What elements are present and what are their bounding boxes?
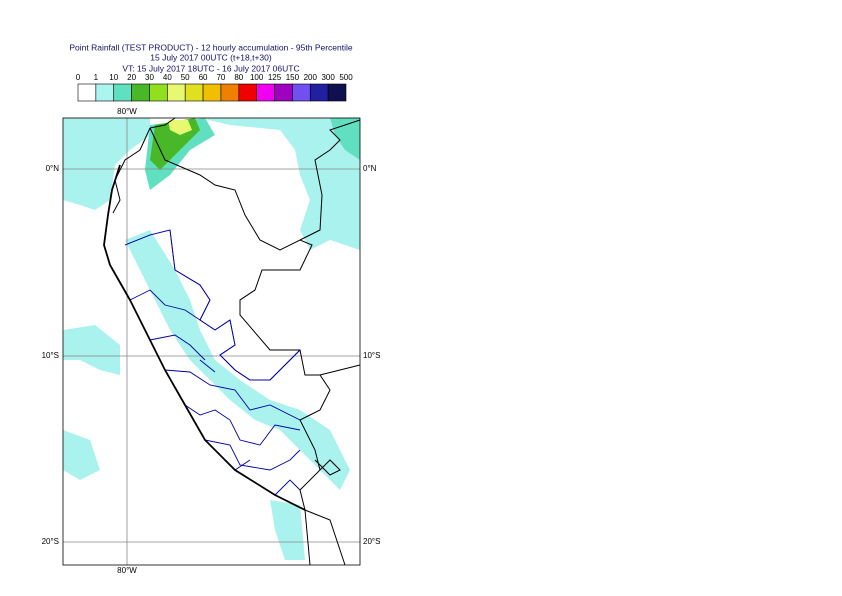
legend-swatch [167,83,186,102]
legend-label: 80 [234,73,243,82]
legend: 0 1 10 20 30 40 50 60 70 80 100 125 150 200 300 500 [76,73,353,102]
legend-label: 300 [321,73,335,82]
legend-label: 200 [304,73,318,82]
legend-swatch [309,83,329,102]
legend-swatch [238,83,257,102]
title: Point Rainfall (TEST PRODUCT) - 12 hourl… [69,42,353,52]
lat-label: 0°N [363,164,377,173]
legend-label: 50 [181,73,190,82]
lon-label: 80°W [117,566,137,575]
legend-label: 125 [268,73,282,82]
lat-label: 10°S [363,351,380,360]
legend-swatch [131,83,150,102]
run-time: 15 July 2017 00UTC (t+18,t+30) [150,52,272,62]
legend-swatch [95,83,115,102]
legend-label: 60 [199,73,208,82]
rain-areas [63,118,360,560]
country-borders [112,117,361,566]
coastline [103,164,306,511]
legend-label: 30 [145,73,154,82]
legend-label: 70 [216,73,225,82]
legend-swatch [184,83,204,102]
valid-time: VT: 15 July 2017 18UTC - 16 July 2017 06… [122,63,299,73]
legend-label: 20 [127,73,136,82]
legend-swatch [220,83,240,102]
lat-label: 20°S [363,537,380,546]
legend-swatch [327,83,347,102]
legend-label: 0 [76,73,81,82]
legend-label: 1 [94,73,99,82]
legend-label: 500 [339,73,353,82]
legend-swatch [256,83,275,102]
legend-swatch [77,83,97,102]
legend-swatch [202,83,222,102]
region-borders [124,229,301,496]
lon-label: 80°W [117,107,137,116]
map: 80°W 80°W 0°N 0°N 10°S 10°S 20°S 20°S [42,107,381,575]
legend-swatch [149,83,168,102]
legend-label: 100 [250,73,264,82]
lat-label: 20°S [42,537,59,546]
legend-label: 40 [163,73,172,82]
map-frame [62,117,361,566]
legend-swatch [113,83,132,102]
legend-label: 10 [109,73,118,82]
legend-swatch [274,83,293,102]
lat-label: 0°N [46,164,60,173]
legend-label: 150 [286,73,300,82]
lat-label: 10°S [42,351,59,360]
legend-swatch [292,83,311,102]
